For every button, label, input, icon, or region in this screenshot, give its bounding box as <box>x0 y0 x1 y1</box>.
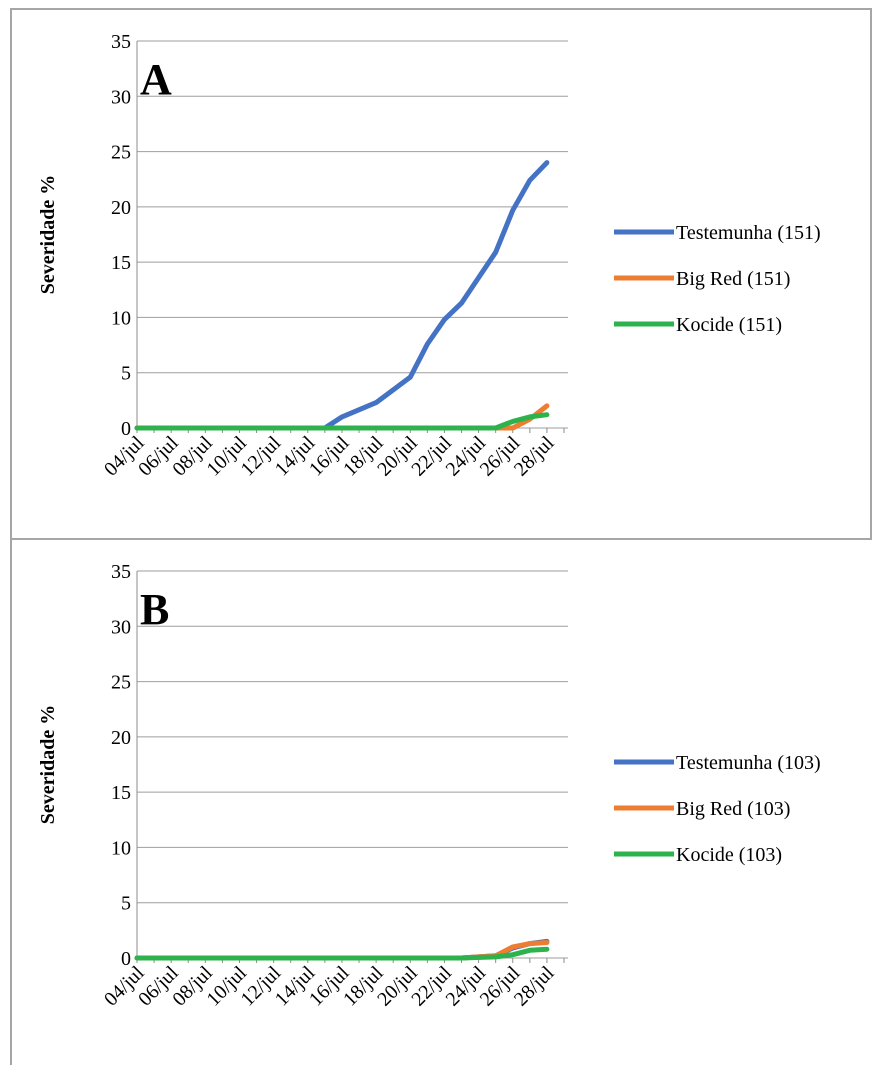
chart-panel-b: 0 5 10 15 20 25 30 35 04/jul 06/jul 08/jul 10/jul 12… <box>10 540 872 1065</box>
chart-a-series-line-2 <box>134 412 550 431</box>
chart-b-legend-label-2: Kocide (103) <box>676 844 782 866</box>
chart-b-y-tick-label: 0 <box>121 948 131 970</box>
chart-panel-a: 0 5 10 15 20 25 30 35 04/jul 06/jul 08/jul 10/jul 12… <box>10 8 872 540</box>
chart-a-y-tick-label: 10 <box>111 307 131 329</box>
chart-b-y-tick-label: 35 <box>111 561 131 583</box>
chart-a-panel-label: A <box>140 55 172 104</box>
chart-a-y-tick-label: 15 <box>111 252 131 274</box>
chart-b-series-line-2 <box>134 946 550 961</box>
chart-b-y-tick-label: 25 <box>111 672 131 694</box>
chart-a-y-tick-label: 35 <box>111 31 131 53</box>
chart-b-y-axis-label: Severidade % <box>37 705 59 824</box>
chart-b-panel-label: B <box>140 585 169 634</box>
chart-a-y-tick-label: 5 <box>121 363 131 385</box>
chart-a-y-axis-label: Severidade % <box>37 175 59 294</box>
chart-b-y-tick-label: 30 <box>111 616 131 638</box>
chart-b-x-tick-label: 28/jul <box>510 962 559 1011</box>
chart-a-x-tick-label: 28/jul <box>510 432 559 481</box>
chart-a-series-line-0 <box>134 160 550 431</box>
chart-a-y-tick-label: 0 <box>121 418 131 440</box>
chart-a-y-tick-label: 30 <box>111 86 131 108</box>
chart-b-y-tick-label: 10 <box>111 837 131 859</box>
chart-a-legend-label-2: Kocide (151) <box>676 314 782 336</box>
chart-b-y-tick-label: 15 <box>111 782 131 804</box>
chart-a-y-tick-label: 25 <box>111 142 131 164</box>
severity-chart-a: 0510152025303504/jul06/jul08/jul10/jul12… <box>37 31 821 481</box>
chart-a-legend-label-1: Big Red (151) <box>676 268 790 290</box>
chart-b-legend-label-0: Testemunha (103) <box>676 752 821 774</box>
chart-b-y-tick-label: 20 <box>111 727 131 749</box>
chart-b-y-tick-label: 5 <box>121 893 131 915</box>
severity-chart-b: 0510152025303504/jul06/jul08/jul10/jul12… <box>37 561 821 1011</box>
chart-b-legend-label-1: Big Red (103) <box>676 798 790 820</box>
chart-a-legend-label-0: Testemunha (151) <box>676 222 821 244</box>
chart-a-y-tick-label: 20 <box>111 197 131 219</box>
